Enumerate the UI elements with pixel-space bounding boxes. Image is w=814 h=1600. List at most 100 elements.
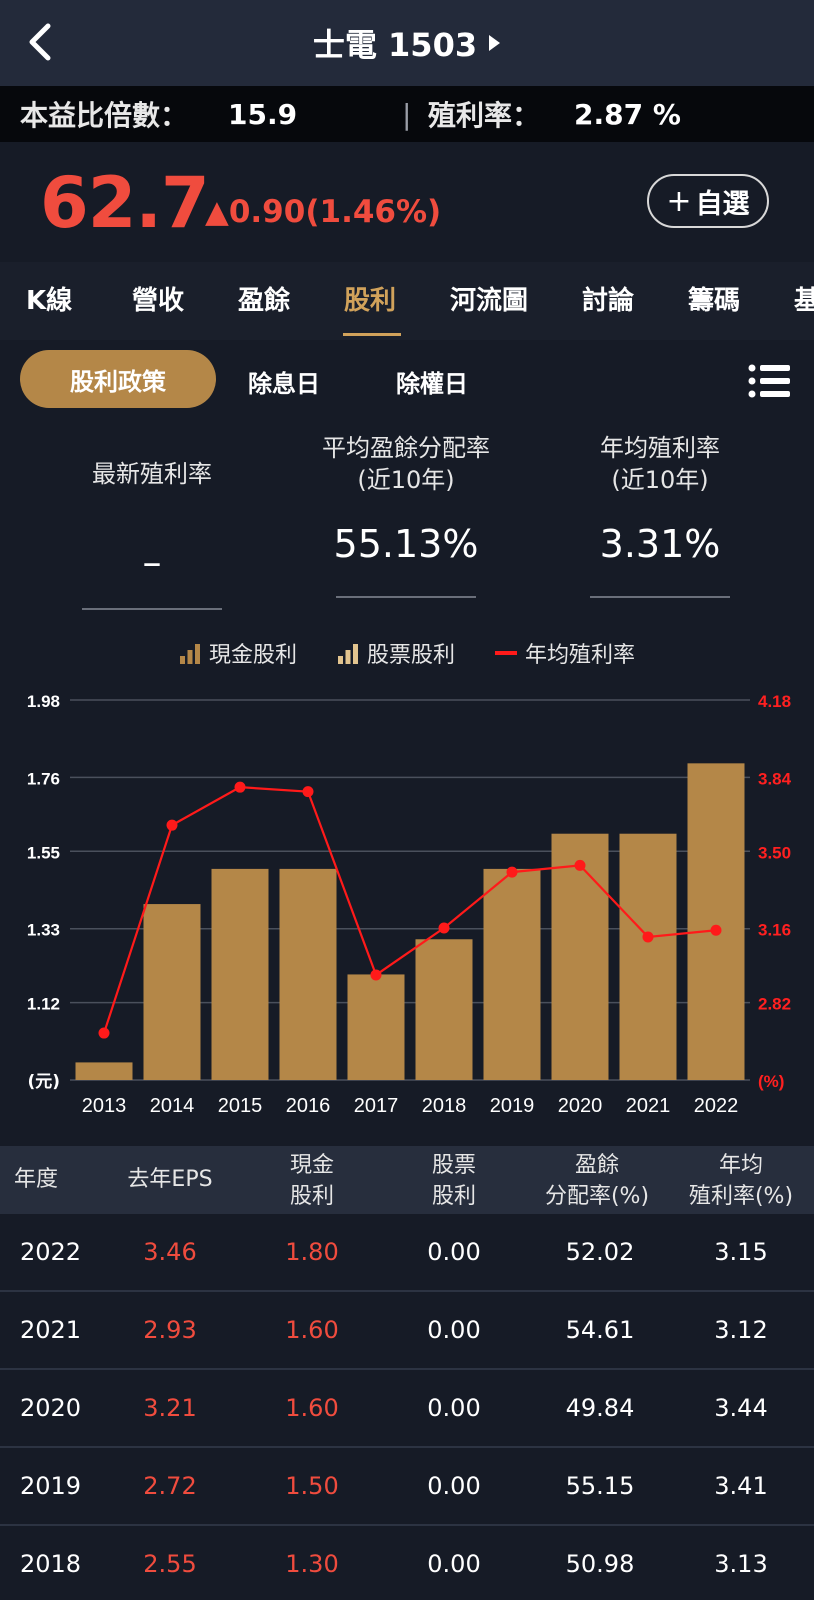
stat-label: 平均盈餘分配率 bbox=[322, 434, 490, 462]
quote-row: 62.7 ▲0.90(1.46%) + 自選 bbox=[0, 142, 814, 262]
tab-chips[interactable]: 籌碼 bbox=[688, 286, 741, 316]
page-title: 士電 1503 bbox=[312, 26, 478, 64]
table-header: 年度 去年EPS 現金 股利 股票 股利 盈餘 分配率(%) 年均 殖利率(%) bbox=[0, 1146, 814, 1214]
stat-avg-yield: 年均殖利率 (近10年) 3.31% bbox=[560, 432, 760, 598]
add-watchlist-button[interactable]: + 自選 bbox=[647, 174, 769, 228]
yield-point bbox=[98, 1027, 110, 1039]
y-left-unit: (元) bbox=[27, 1072, 60, 1092]
stock-title-button[interactable]: 士電 1503 bbox=[0, 22, 814, 64]
legend-yield: 年均殖利率 bbox=[495, 637, 635, 669]
tab-river-chart[interactable]: 河流圖 bbox=[450, 286, 529, 316]
cell-yield: 3.44 bbox=[714, 1394, 768, 1422]
stat-avg-payout: 平均盈餘分配率 (近10年) 55.13% bbox=[306, 432, 506, 598]
y-left-tick-label: 1.55 bbox=[27, 843, 60, 862]
price-change: ▲0.90(1.46%) bbox=[205, 194, 442, 230]
th-cash: 現金 股利 bbox=[289, 1153, 334, 1209]
cash-dividend-bar bbox=[551, 833, 609, 1080]
tab-revenue[interactable]: 營收 bbox=[132, 286, 185, 316]
stat-sublabel: (近10年) bbox=[357, 466, 455, 494]
cell-eps: 3.46 bbox=[143, 1238, 197, 1266]
stat-underline bbox=[336, 596, 476, 598]
ratio-bar: 本益比倍數： 15.9 | 殖利率： 2.87 % bbox=[0, 86, 814, 142]
y-right-tick-label: 3.50 bbox=[758, 843, 791, 862]
cell-stock: 0.00 bbox=[427, 1394, 481, 1422]
yield-label: 殖利率： bbox=[428, 99, 541, 132]
cell-year: 2018 bbox=[20, 1550, 82, 1578]
tab-dividend[interactable]: 股利 bbox=[344, 286, 397, 316]
y-left-tick-label: 1.98 bbox=[27, 692, 60, 711]
stat-value: – bbox=[142, 540, 162, 584]
watch-label: 自選 bbox=[695, 188, 750, 220]
cell-payout: 50.98 bbox=[565, 1550, 635, 1578]
subtab-ex-rights[interactable]: 除權日 bbox=[396, 370, 468, 398]
bar-chart-icon bbox=[179, 644, 200, 664]
legend-cash: 現金股利 bbox=[179, 637, 297, 669]
table-row[interactable]: 2022 3.46 1.80 0.00 52.02 3.15 bbox=[0, 1214, 814, 1292]
x-tick-label: 2016 bbox=[286, 1095, 331, 1116]
dividend-table: 2022 3.46 1.80 0.00 52.02 3.15 2021 2.93… bbox=[0, 1214, 814, 1600]
yield-point bbox=[234, 781, 246, 793]
cell-year: 2020 bbox=[20, 1394, 82, 1422]
ratio-divider: | bbox=[402, 97, 412, 131]
main-tabs: K線 營收 盈餘 股利 河流圖 討論 籌碼 基 bbox=[0, 262, 814, 340]
tab-kline[interactable]: K線 bbox=[26, 286, 73, 316]
table-row[interactable]: 2019 2.72 1.50 0.00 55.15 3.41 bbox=[0, 1448, 814, 1526]
x-tick-label: 2013 bbox=[82, 1095, 127, 1116]
bar-chart-icon bbox=[337, 644, 358, 664]
legend-stock: 股票股利 bbox=[337, 637, 455, 669]
cell-yield: 3.41 bbox=[714, 1472, 768, 1500]
th-eps: 去年EPS bbox=[127, 1167, 213, 1192]
last-price: 62.7 bbox=[40, 162, 210, 244]
table-row[interactable]: 2020 3.21 1.60 0.00 49.84 3.44 bbox=[0, 1370, 814, 1448]
y-right-tick-label: 3.16 bbox=[758, 921, 791, 940]
back-button[interactable] bbox=[16, 18, 64, 66]
x-tick-label: 2017 bbox=[354, 1095, 399, 1116]
subtab-dividend-policy[interactable]: 股利政策 bbox=[20, 350, 216, 408]
table-row[interactable]: 2018 2.55 1.30 0.00 50.98 3.13 bbox=[0, 1526, 814, 1600]
cell-year: 2021 bbox=[20, 1316, 82, 1344]
cell-stock: 0.00 bbox=[427, 1550, 481, 1578]
cell-yield: 3.13 bbox=[714, 1550, 768, 1578]
cell-eps: 3.21 bbox=[143, 1394, 197, 1422]
stat-sublabel: (近10年) bbox=[611, 466, 709, 494]
cash-dividend-bar bbox=[75, 1062, 133, 1080]
cell-eps: 2.55 bbox=[143, 1550, 197, 1578]
cash-dividend-bar bbox=[619, 833, 677, 1080]
yield-point bbox=[166, 819, 178, 831]
y-left-tick-label: 1.76 bbox=[27, 769, 60, 788]
yield-line bbox=[102, 786, 717, 1034]
dividend-chart: 1.98 4.18 1.76 3.84 1.55 3.50 1.33 3.16 1.12 2.82… bbox=[0, 676, 814, 1117]
stat-label: 年均殖利率 bbox=[600, 434, 720, 462]
stat-underline bbox=[590, 596, 730, 598]
stat-label: 最新殖利率 bbox=[92, 460, 212, 488]
cell-stock: 0.00 bbox=[427, 1472, 481, 1500]
x-tick-label: 2020 bbox=[558, 1095, 603, 1116]
cell-eps: 2.72 bbox=[143, 1472, 197, 1500]
tab-discussion[interactable]: 討論 bbox=[582, 286, 635, 316]
tab-fundamentals[interactable]: 基 bbox=[794, 286, 814, 316]
cash-dividend-bar bbox=[143, 904, 201, 1080]
yield-point bbox=[302, 786, 314, 798]
active-tab-indicator bbox=[343, 333, 401, 336]
cell-cash: 1.60 bbox=[285, 1394, 339, 1422]
th-payout: 盈餘 分配率(%) bbox=[544, 1153, 650, 1209]
chart-svg: 1.98 4.18 1.76 3.84 1.55 3.50 1.33 3.16 1.12 2.82… bbox=[27, 692, 792, 1117]
stat-value: 3.31% bbox=[599, 522, 721, 566]
cash-dividend-bar bbox=[415, 939, 473, 1080]
pe-value: 15.9 bbox=[228, 97, 298, 131]
list-menu-icon[interactable] bbox=[748, 362, 792, 400]
tab-earnings[interactable]: 盈餘 bbox=[238, 286, 291, 316]
y-left-tick-label: 1.12 bbox=[27, 995, 60, 1014]
legend-yield-label: 年均殖利率 bbox=[525, 643, 636, 668]
sub-tabs: 股利政策 除息日 除權日 bbox=[0, 340, 814, 426]
yield-value: 2.87 % bbox=[574, 97, 681, 131]
cell-payout: 54.61 bbox=[565, 1316, 635, 1344]
subtab-ex-dividend[interactable]: 除息日 bbox=[248, 370, 320, 398]
cell-year: 2022 bbox=[20, 1238, 82, 1266]
table-row[interactable]: 2021 2.93 1.60 0.00 54.61 3.12 bbox=[0, 1292, 814, 1370]
cell-cash: 1.60 bbox=[285, 1316, 339, 1344]
cash-dividend-bar bbox=[211, 868, 269, 1080]
th-yield: 年均 殖利率(%) bbox=[688, 1153, 794, 1209]
line-legend-icon bbox=[495, 651, 517, 655]
y-right-tick-label: 2.82 bbox=[758, 995, 791, 1014]
